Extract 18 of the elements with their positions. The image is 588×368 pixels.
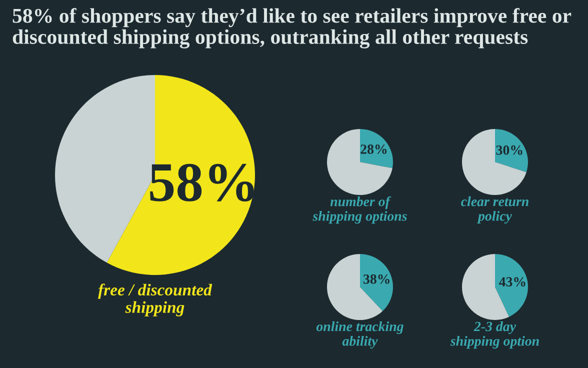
pie-slice <box>462 129 526 195</box>
text: 2-3 day shipping option <box>450 321 539 349</box>
text: clear return policy <box>461 196 528 224</box>
text: free / discounted shipping <box>98 284 212 316</box>
text: number of shipping options <box>312 196 407 224</box>
pie-slice <box>360 254 393 312</box>
pie-slice <box>495 254 528 317</box>
pie-slice <box>360 129 393 168</box>
pie-slice <box>495 129 528 172</box>
data-label: 30% <box>496 145 522 155</box>
pie-slice <box>327 129 392 195</box>
chart-title: 58% of shoppers say they’d like to see retailers improve free or discounted shipping options, outranking all other requests <box>12 8 572 48</box>
data-label: 58% <box>150 164 254 202</box>
data-label: 28% <box>360 144 387 154</box>
pie-slice <box>106 75 255 275</box>
data-label: 43% <box>499 277 526 287</box>
text: online tracking ability <box>316 321 404 349</box>
data-label: 38% <box>364 274 390 284</box>
